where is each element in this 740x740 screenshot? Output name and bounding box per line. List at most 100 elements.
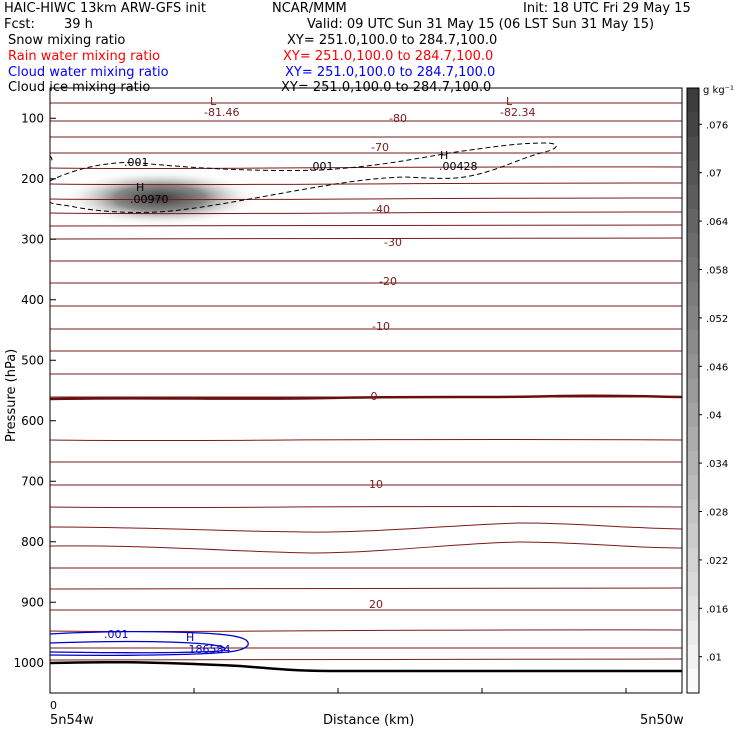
colorbar-tick-label: .064 [706,217,728,228]
x-axis-label: Distance (km) [323,713,414,728]
colorbar-swatch [687,330,699,355]
isotherm-line [49,152,683,154]
isotherm-line [49,305,683,307]
colorbar-swatch [687,668,699,694]
field-rain-xy: XY= 251.0,100.0 to 284.7,100.0 [283,49,494,64]
isotherm-line [49,197,683,201]
x-tick-label-right: 5n50w [640,713,684,728]
high-marker: H [440,149,448,162]
colorbar-swatch [687,233,699,258]
colorbar-frame [686,87,700,694]
colorbar-swatch [687,354,699,379]
colorbar-tick-label: .046 [706,362,728,373]
isotherm-label: 20 [369,598,383,611]
colorbar-swatch [687,402,699,428]
isotherm-label: -70 [371,141,389,154]
isotherm-label: -20 [379,275,397,288]
isotherm-line [49,587,683,590]
colorbar-swatch [687,184,699,210]
y-tick-label: 700 [21,474,44,488]
valid-time: Valid: 09 UTC Sun 31 May 15 (06 LST Sun … [307,17,655,32]
isotherm-label: -10 [372,320,390,333]
model-title: HAIC-HIWC 13km ARW-GFS init [4,1,206,16]
colorbar-tick-label: .076 [706,120,728,131]
field-rain-name: Rain water mixing ratio [8,49,161,64]
colorbar-swatch [687,209,699,234]
init-time: Init: 18 UTC Fri 29 May 15 [523,1,691,16]
high-value: .00428 [439,160,478,173]
ice-contour-label: .001 [124,156,149,169]
colorbar-swatch [687,523,699,549]
zero-degree-isotherm [49,394,683,401]
isotherm-line [49,237,683,240]
high-marker: H [186,631,194,644]
field-snow-name: Snow mixing ratio [8,33,126,48]
forecast-label: Fcst: [4,17,35,32]
colorbar-swatch [687,281,699,307]
colorbar-swatch [687,451,699,476]
extrema-annotations: L -81.46 L -82.34 H .00970 H .00428 H .1… [104,95,535,656]
x-axis [193,688,627,693]
y-axis: 100 200 300 400 500 600 700 800 900 1000 [13,111,56,670]
colorbar: .01 .016 .022 .028 .034 .04 .046 .052 .058 .064 .0… [686,87,728,694]
field-snow-xy: XY= 251.0,100.0 to 284.7,100.0 [287,33,498,48]
isotherm-line [49,522,683,533]
cloud-water-contours [49,630,249,657]
isotherm-line [49,182,683,186]
y-axis-label: Pressure (hPa) [4,349,19,442]
colorbar-unit: g kg⁻¹ [703,85,734,96]
colorbar-tick-label: .04 [706,411,722,422]
forecast-hour: 39 h [64,17,93,32]
isotherm-line [49,505,683,509]
cloud-water-contour-label: .001 [104,628,129,641]
y-tick-label: 500 [21,353,44,367]
high-value: .186584 [185,643,231,656]
colorbar-swatch [687,305,699,331]
colorbar-tick-label: .022 [706,556,728,567]
isotherm-label: -40 [372,203,390,216]
y-tick-label: 300 [21,232,44,246]
colorbar-swatch [687,572,699,597]
cloud-water-outer [49,630,249,657]
isotherm-line [49,461,683,463]
colorbar-swatch [687,257,699,283]
colorbar-swatch [687,378,699,404]
low-marker: L [210,95,217,108]
x-tick-label-left: 5n54w [50,713,94,728]
low-value: -81.46 [204,106,239,119]
isotherm-line [49,373,683,375]
colorbar-swatch [687,620,699,646]
terrain-line [49,660,682,673]
y-tick-label: 1000 [13,656,44,670]
isotherm-label: 0 [371,390,378,403]
isotherm-line [49,541,683,554]
y-tick-label: 800 [21,535,44,549]
y-tick-label: 100 [21,111,44,125]
x-tick-label-zero: 0 [50,699,57,712]
colorbar-swatch [687,88,699,113]
colorbar-swatch [687,475,699,500]
colorbar-swatch [687,596,699,621]
field-cloudwater-xy: XY= 251.0,100.0 to 284.7,100.0 [285,65,496,80]
colorbar-tick-label: .07 [706,169,722,180]
high-marker: H [136,181,144,194]
isotherm-line [49,350,683,352]
field-cloudwater-name: Cloud water mixing ratio [8,65,169,80]
isotherm-labels: -80 -70 -40 -30 -20 -10 0 10 20 [369,112,407,611]
isotherm-line [49,438,683,442]
colorbar-swatch [687,547,699,573]
isotherm-line [49,166,683,170]
isotherm-line [49,647,683,649]
colorbar-tick-label: .016 [706,604,728,615]
colorbar-tick-label: .01 [706,653,722,664]
isotherm-label: 10 [369,478,383,491]
org-title: NCAR/MMM [272,1,347,16]
colorbar-swatch [687,499,699,525]
ice-dashed-outline [49,142,557,213]
low-value: -82.34 [500,106,535,119]
isotherm-line [49,136,683,138]
cloud-water-inner [49,640,226,654]
isotherm-line [49,658,683,661]
isotherm-label: -80 [389,112,407,125]
y-tick-label: 600 [21,414,44,428]
